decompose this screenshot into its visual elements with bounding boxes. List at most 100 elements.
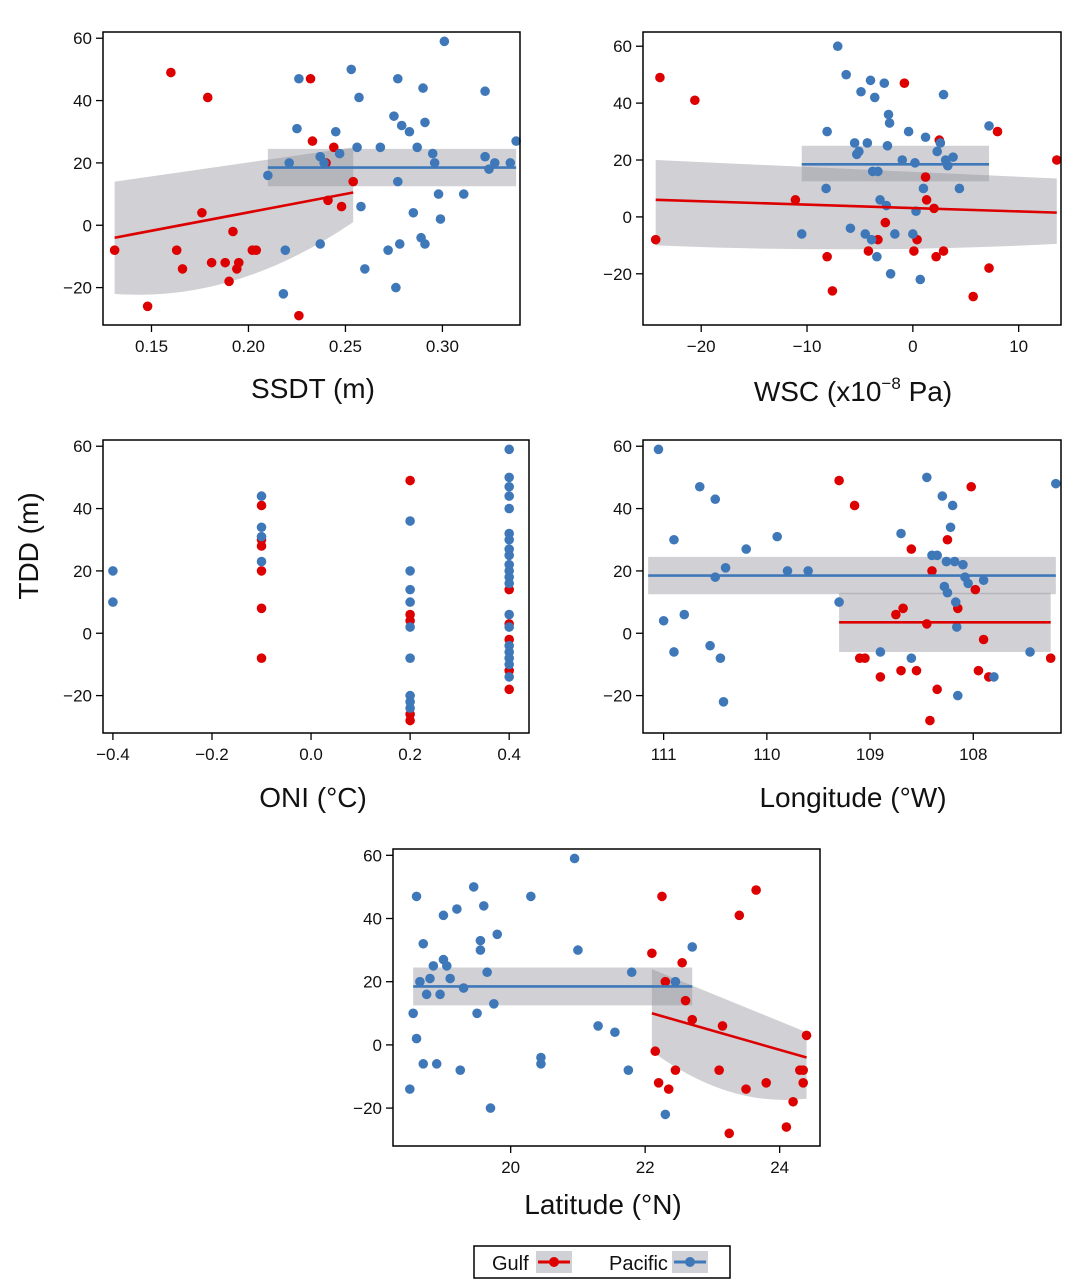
point-pacific [504, 609, 514, 620]
point-pacific [256, 556, 267, 567]
point-pacific [356, 201, 366, 212]
point-pacific [882, 140, 893, 151]
point-gulf [925, 715, 935, 726]
point-pacific [947, 500, 958, 511]
point-pacific [408, 207, 419, 218]
point-gulf [228, 226, 238, 237]
point-gulf [657, 891, 667, 902]
point-gulf [966, 481, 977, 492]
point-pacific [885, 268, 896, 279]
point-pacific [504, 503, 514, 514]
point-gulf [970, 584, 981, 595]
plot-frame [642, 439, 1062, 734]
y-tick-label: 20 [363, 973, 382, 992]
point-gulf [922, 619, 932, 629]
point-gulf [233, 257, 244, 268]
point-pacific [903, 126, 914, 137]
point-pacific [504, 578, 514, 589]
point-pacific [455, 1065, 466, 1075]
point-pacific [319, 158, 329, 168]
point-pacific [669, 534, 679, 545]
point-pacific [383, 245, 393, 255]
point-pacific [431, 1059, 442, 1069]
point-pacific [883, 109, 894, 120]
y-tick-label: 20 [613, 151, 632, 170]
point-pacific [679, 609, 690, 620]
point-pacific [526, 891, 536, 902]
point-pacific [504, 659, 514, 670]
point-pacific [346, 64, 357, 75]
point-gulf [849, 500, 860, 511]
plot-frame [102, 31, 521, 326]
x-tick-label: 0 [908, 337, 917, 356]
point-pacific [841, 69, 851, 80]
point-pacific [391, 282, 401, 293]
point-pacific [660, 1109, 671, 1120]
point-pacific [427, 148, 438, 159]
point-pacific [918, 183, 929, 194]
y-tick-label: 0 [83, 624, 92, 643]
shared-y-axis-title: TDD (m) [13, 492, 44, 599]
point-pacific [948, 152, 958, 162]
point-pacific [694, 481, 705, 492]
point-pacific [418, 938, 429, 949]
point-gulf [911, 665, 922, 676]
point-pacific [915, 274, 926, 285]
point-pacific [705, 640, 715, 651]
point-gulf [305, 73, 316, 84]
x-tick-label: 22 [636, 1158, 655, 1177]
point-gulf [992, 126, 1003, 137]
point-pacific [875, 195, 885, 205]
point-pacific [942, 160, 953, 171]
ci-band-gulf [114, 147, 354, 295]
y-tick-label: 0 [83, 216, 92, 235]
point-pacific [284, 158, 294, 168]
point-gulf [220, 257, 230, 268]
point-gulf [329, 142, 339, 153]
point-pacific [418, 1059, 429, 1069]
point-pacific [803, 566, 813, 576]
point-gulf [921, 195, 932, 205]
point-pacific [425, 973, 435, 984]
point-pacific [489, 999, 499, 1009]
point-pacific [856, 86, 866, 97]
x-axis-title: WSC (x10−8 Pa) [754, 374, 952, 407]
point-gulf [798, 1065, 808, 1075]
point-pacific [475, 945, 486, 955]
point-gulf [171, 245, 182, 255]
point-gulf [761, 1078, 772, 1088]
point-pacific [411, 891, 422, 902]
x-tick-label: 108 [959, 745, 987, 764]
point-pacific [415, 976, 425, 987]
point-pacific [945, 522, 956, 533]
point-pacific [405, 597, 415, 607]
y-tick-label: 40 [613, 94, 632, 113]
point-pacific [315, 239, 326, 249]
point-pacific [922, 472, 932, 483]
point-pacific [404, 126, 415, 137]
point-pacific [405, 516, 415, 526]
y-tick-label: 40 [613, 500, 632, 519]
point-gulf [142, 301, 153, 312]
point-gulf [647, 948, 657, 959]
point-pacific [669, 647, 679, 657]
y-tick-label: 40 [363, 910, 382, 929]
point-gulf [906, 544, 917, 554]
point-pacific [405, 584, 415, 595]
point-gulf [256, 541, 267, 551]
point-gulf [931, 251, 941, 262]
point-gulf [660, 976, 671, 987]
point-gulf [927, 566, 937, 576]
x-tick-label: −0.2 [195, 745, 229, 764]
point-pacific [405, 622, 415, 632]
panel-latitude: 20 22 24 −20 0 20 40 60 Latitude (°N) [353, 846, 821, 1220]
point-pacific [910, 158, 920, 168]
point-gulf [724, 1128, 735, 1139]
point-pacific [389, 111, 399, 121]
point-pacific [897, 155, 908, 165]
point-pacific [834, 597, 844, 607]
legend-key-pacific [672, 1251, 708, 1273]
fit-line-gulf [651, 1012, 807, 1059]
point-pacific [860, 229, 871, 239]
